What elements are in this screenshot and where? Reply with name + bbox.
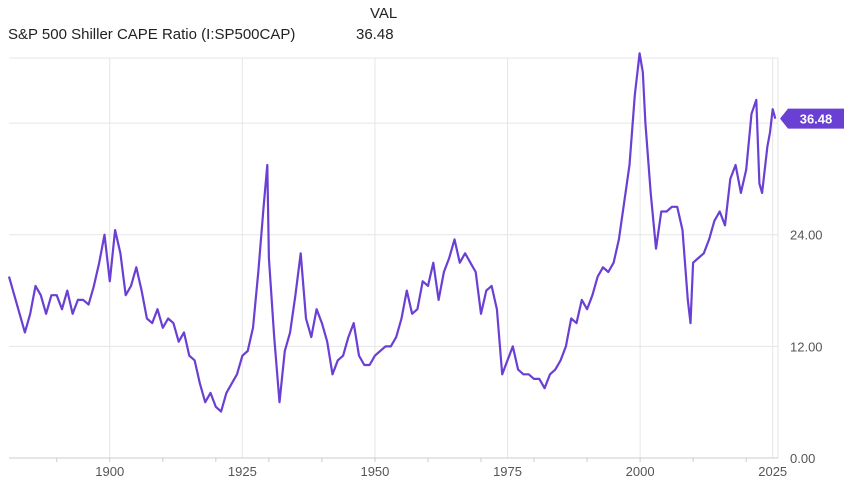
x-tick-label: 1900 <box>95 464 124 479</box>
y-tick-label: 24.00 <box>790 228 823 243</box>
y-tick-label: 12.00 <box>790 339 823 354</box>
series-line-layer <box>7 52 777 413</box>
grid-lines <box>9 57 779 459</box>
x-tick-label: 2000 <box>626 464 655 479</box>
x-tick-label: 1950 <box>360 464 389 479</box>
last-value-badge-layer: 36.48 <box>780 108 844 129</box>
axis-labels: 0.00 12.00 24.00 1900 1925 1950 1975 2000 2025 <box>9 228 823 479</box>
cape-ratio-series-line <box>7 52 777 413</box>
x-tick-label: 1975 <box>493 464 522 479</box>
x-tick-label: 1925 <box>228 464 257 479</box>
series-current-value: 36.48 <box>356 26 394 43</box>
x-tick-label: 2025 <box>758 464 787 479</box>
chart-header: VAL S&P 500 Shiller CAPE Ratio (I:SP500C… <box>0 0 853 52</box>
last-value-badge <box>780 108 844 129</box>
series-name-label: S&P 500 Shiller CAPE Ratio (I:SP500CAP) <box>8 26 296 43</box>
y-tick-label: 0.00 <box>790 451 815 466</box>
value-column-header: VAL <box>370 5 398 22</box>
last-value-badge-text: 36.48 <box>800 112 833 127</box>
